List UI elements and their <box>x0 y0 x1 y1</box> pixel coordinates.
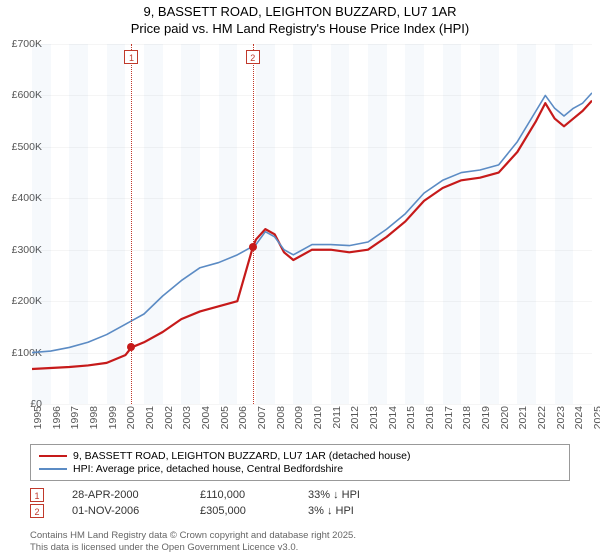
x-tick-label: 1998 <box>88 406 100 429</box>
sale-price: £305,000 <box>200 505 280 517</box>
marker-box: 2 <box>246 50 260 64</box>
x-tick-label: 2001 <box>144 406 156 429</box>
sale-pct: 3% ↓ HPI <box>308 505 408 517</box>
x-tick-label: 2021 <box>517 406 529 429</box>
chart-title: 9, BASSETT ROAD, LEIGHTON BUZZARD, LU7 1… <box>0 0 600 38</box>
sale-row: 2 01-NOV-2006 £305,000 3% ↓ HPI <box>30 504 570 518</box>
x-tick-label: 2002 <box>163 406 175 429</box>
x-tick-label: 2020 <box>499 406 511 429</box>
legend-swatch <box>39 455 67 457</box>
x-tick-label: 2008 <box>275 406 287 429</box>
x-tick-label: 2009 <box>293 406 305 429</box>
sale-dot <box>249 243 257 251</box>
x-tick-label: 1996 <box>51 406 63 429</box>
title-line-2: Price paid vs. HM Land Registry's House … <box>0 21 600 38</box>
x-tick-label: 2013 <box>368 406 380 429</box>
x-tick-label: 2016 <box>424 406 436 429</box>
marker-box: 1 <box>124 50 138 64</box>
legend-label: 9, BASSETT ROAD, LEIGHTON BUZZARD, LU7 1… <box>73 450 410 462</box>
x-tick-label: 2012 <box>349 406 361 429</box>
x-tick-label: 2005 <box>219 406 231 429</box>
sale-dot <box>127 343 135 351</box>
x-tick-label: 2022 <box>536 406 548 429</box>
marker-line <box>253 44 254 404</box>
x-tick-label: 2011 <box>331 406 343 429</box>
legend: 9, BASSETT ROAD, LEIGHTON BUZZARD, LU7 1… <box>30 444 570 481</box>
x-tick-label: 2003 <box>181 406 193 429</box>
x-tick-label: 2014 <box>387 406 399 429</box>
plot: 12 <box>32 44 592 404</box>
x-tick-label: 2015 <box>405 406 417 429</box>
sale-index-box: 2 <box>30 504 44 518</box>
plot-area: £0£100K£200K£300K£400K£500K£600K£700K 19… <box>32 44 592 404</box>
x-axis: 1995 1996 1997 1998 1999 2000 2001 2002 2003 2004… <box>32 404 592 436</box>
attribution-line-2: This data is licensed under the Open Gov… <box>30 542 356 554</box>
x-tick-label: 1995 <box>32 406 44 429</box>
x-tick-label: 2000 <box>125 406 137 429</box>
sales-table: 1 28-APR-2000 £110,000 33% ↓ HPI 2 01-NOV-200… <box>30 488 570 520</box>
x-tick-label: 2004 <box>200 406 212 429</box>
legend-label: HPI: Average price, detached house, Cent… <box>73 463 343 475</box>
x-tick-label: 2024 <box>573 406 585 429</box>
legend-item: HPI: Average price, detached house, Cent… <box>39 463 561 475</box>
x-tick-label: 1997 <box>69 406 81 429</box>
x-tick-label: 2018 <box>461 406 473 429</box>
x-tick-label: 2007 <box>256 406 268 429</box>
sale-date: 28-APR-2000 <box>72 489 172 501</box>
sale-pct: 33% ↓ HPI <box>308 489 408 501</box>
sale-price: £110,000 <box>200 489 280 501</box>
sale-index-box: 1 <box>30 488 44 502</box>
sale-row: 1 28-APR-2000 £110,000 33% ↓ HPI <box>30 488 570 502</box>
chart-container: 9, BASSETT ROAD, LEIGHTON BUZZARD, LU7 1… <box>0 0 600 560</box>
x-tick-label: 2023 <box>555 406 567 429</box>
x-tick-label: 1999 <box>107 406 119 429</box>
x-tick-label: 2010 <box>312 406 324 429</box>
legend-item: 9, BASSETT ROAD, LEIGHTON BUZZARD, LU7 1… <box>39 450 561 462</box>
title-line-1: 9, BASSETT ROAD, LEIGHTON BUZZARD, LU7 1… <box>0 4 600 21</box>
x-tick-label: 2019 <box>480 406 492 429</box>
series-hpi <box>32 93 592 353</box>
x-tick-label: 2006 <box>237 406 249 429</box>
legend-swatch <box>39 468 67 470</box>
sale-date: 01-NOV-2006 <box>72 505 172 517</box>
attribution: Contains HM Land Registry data © Crown c… <box>30 530 356 554</box>
x-tick-label: 2017 <box>443 406 455 429</box>
attribution-line-1: Contains HM Land Registry data © Crown c… <box>30 530 356 542</box>
x-tick-label: 2025 <box>592 406 600 429</box>
